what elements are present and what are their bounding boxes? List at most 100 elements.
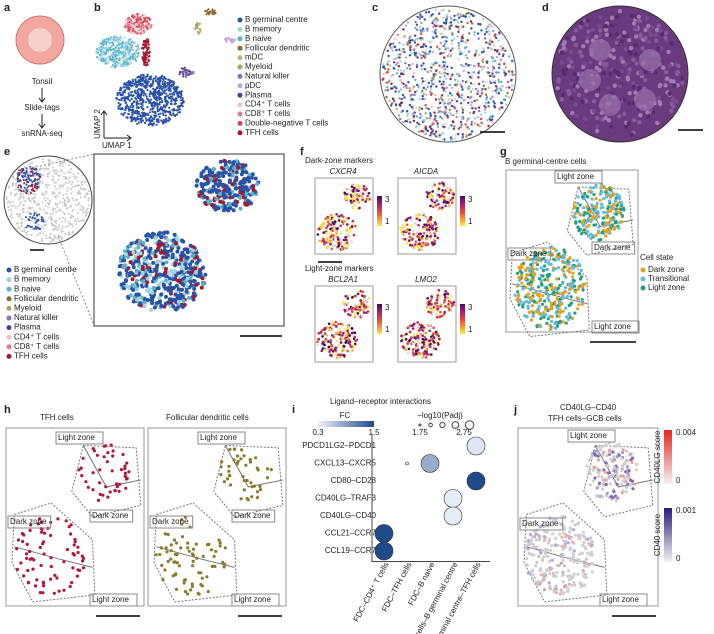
cell-dot xyxy=(37,178,40,181)
cell-dot xyxy=(629,132,635,138)
cell-dot xyxy=(141,111,144,114)
cell-dot xyxy=(61,201,64,204)
cell-dot xyxy=(345,193,349,196)
cell-dot xyxy=(55,172,58,175)
cell-dot xyxy=(434,130,438,133)
cell-dot xyxy=(457,42,460,45)
cell-dot xyxy=(407,239,411,242)
cell-dot xyxy=(82,207,85,210)
cell-dot xyxy=(61,162,64,165)
cell-dot xyxy=(25,167,28,170)
cell-dot xyxy=(179,238,184,243)
cell-dot xyxy=(36,219,39,221)
cell-dot xyxy=(142,53,145,56)
cell-dot xyxy=(491,69,494,72)
cell-dot xyxy=(61,225,64,228)
cell-dot xyxy=(386,86,389,89)
cell-dot xyxy=(123,111,126,114)
cell-dot xyxy=(461,65,465,68)
cell-dot xyxy=(131,113,134,116)
cell-dot xyxy=(95,50,98,53)
cell-dot xyxy=(342,331,345,335)
cell-dot xyxy=(127,26,130,29)
cell-dot xyxy=(460,85,463,89)
cell-dot xyxy=(421,97,424,101)
cell-dot xyxy=(465,12,468,15)
cell-dot xyxy=(449,21,453,24)
cell-dot xyxy=(130,91,133,94)
he-texture xyxy=(555,8,685,138)
cell-dot xyxy=(253,176,258,181)
cell-dot xyxy=(440,32,443,36)
cell-dot xyxy=(436,307,439,311)
cell-dot xyxy=(182,73,185,76)
cell-dot xyxy=(178,105,181,108)
legend-swatch xyxy=(6,286,12,292)
cell-dot xyxy=(640,46,645,51)
cell-dot xyxy=(498,66,501,70)
cell-dot xyxy=(479,95,482,98)
cell-dot xyxy=(144,58,147,61)
cell-dot xyxy=(435,299,439,302)
cell-dot xyxy=(62,183,65,186)
cell-dot xyxy=(67,182,70,185)
cell-dot xyxy=(33,200,36,203)
cell-dot xyxy=(415,23,419,26)
cell-dot xyxy=(410,224,413,228)
cell-dot xyxy=(36,234,39,237)
cell-dot xyxy=(475,99,479,102)
cell-dot xyxy=(16,180,19,183)
cell-dot xyxy=(438,75,442,79)
cell-dot xyxy=(158,94,161,97)
cell-dot xyxy=(429,112,432,115)
cell-dot xyxy=(79,196,82,199)
cell-dot xyxy=(622,62,628,68)
cell-dot xyxy=(125,24,128,27)
cell-dot xyxy=(72,199,75,202)
cell-dot xyxy=(157,272,162,277)
cell-dot xyxy=(147,262,152,267)
cell-dot xyxy=(118,91,121,94)
cell-dot xyxy=(354,294,357,298)
subtitle: Dark-zone markers xyxy=(305,156,373,165)
cell-dot xyxy=(663,35,668,40)
cell-dot xyxy=(488,23,491,26)
cell-dot xyxy=(75,223,78,226)
cell-dot xyxy=(33,202,36,205)
cell-dot xyxy=(624,124,629,129)
cell-dot xyxy=(34,225,37,228)
cell-dot xyxy=(586,29,591,34)
cell-dot xyxy=(133,54,136,57)
cell-dot xyxy=(154,75,158,78)
cell-dot xyxy=(424,112,427,115)
cell-dot xyxy=(422,118,425,122)
cell-dot xyxy=(386,49,389,53)
cell-dot xyxy=(464,65,467,68)
cell-dot xyxy=(606,85,611,91)
cell-dot xyxy=(617,114,622,119)
cell-dot xyxy=(442,80,445,84)
cell-dot xyxy=(179,95,183,98)
cell-dot xyxy=(150,122,153,125)
cell-dot xyxy=(136,85,139,88)
cell-dot xyxy=(629,13,634,18)
cell-dot xyxy=(614,32,620,37)
cell-dot xyxy=(495,71,498,74)
legend-label: Plasma xyxy=(14,323,41,332)
workflow-step: snRNA-seq xyxy=(22,129,63,138)
cell-dot xyxy=(48,199,51,202)
cell-dot xyxy=(156,90,159,93)
cell-dot xyxy=(122,62,125,66)
cell-dot xyxy=(433,239,437,243)
cell-dot xyxy=(436,125,440,128)
cell-dot xyxy=(145,61,149,64)
cell-dot xyxy=(174,99,177,102)
cell-dot xyxy=(147,78,150,81)
cell-dot xyxy=(199,28,202,31)
cell-dot xyxy=(335,356,339,360)
cell-dot xyxy=(486,119,489,122)
cell-dot xyxy=(156,242,161,247)
cell-dot xyxy=(437,288,441,292)
subtitle: Light-zone markers xyxy=(305,264,373,273)
cell-dot xyxy=(573,42,578,48)
